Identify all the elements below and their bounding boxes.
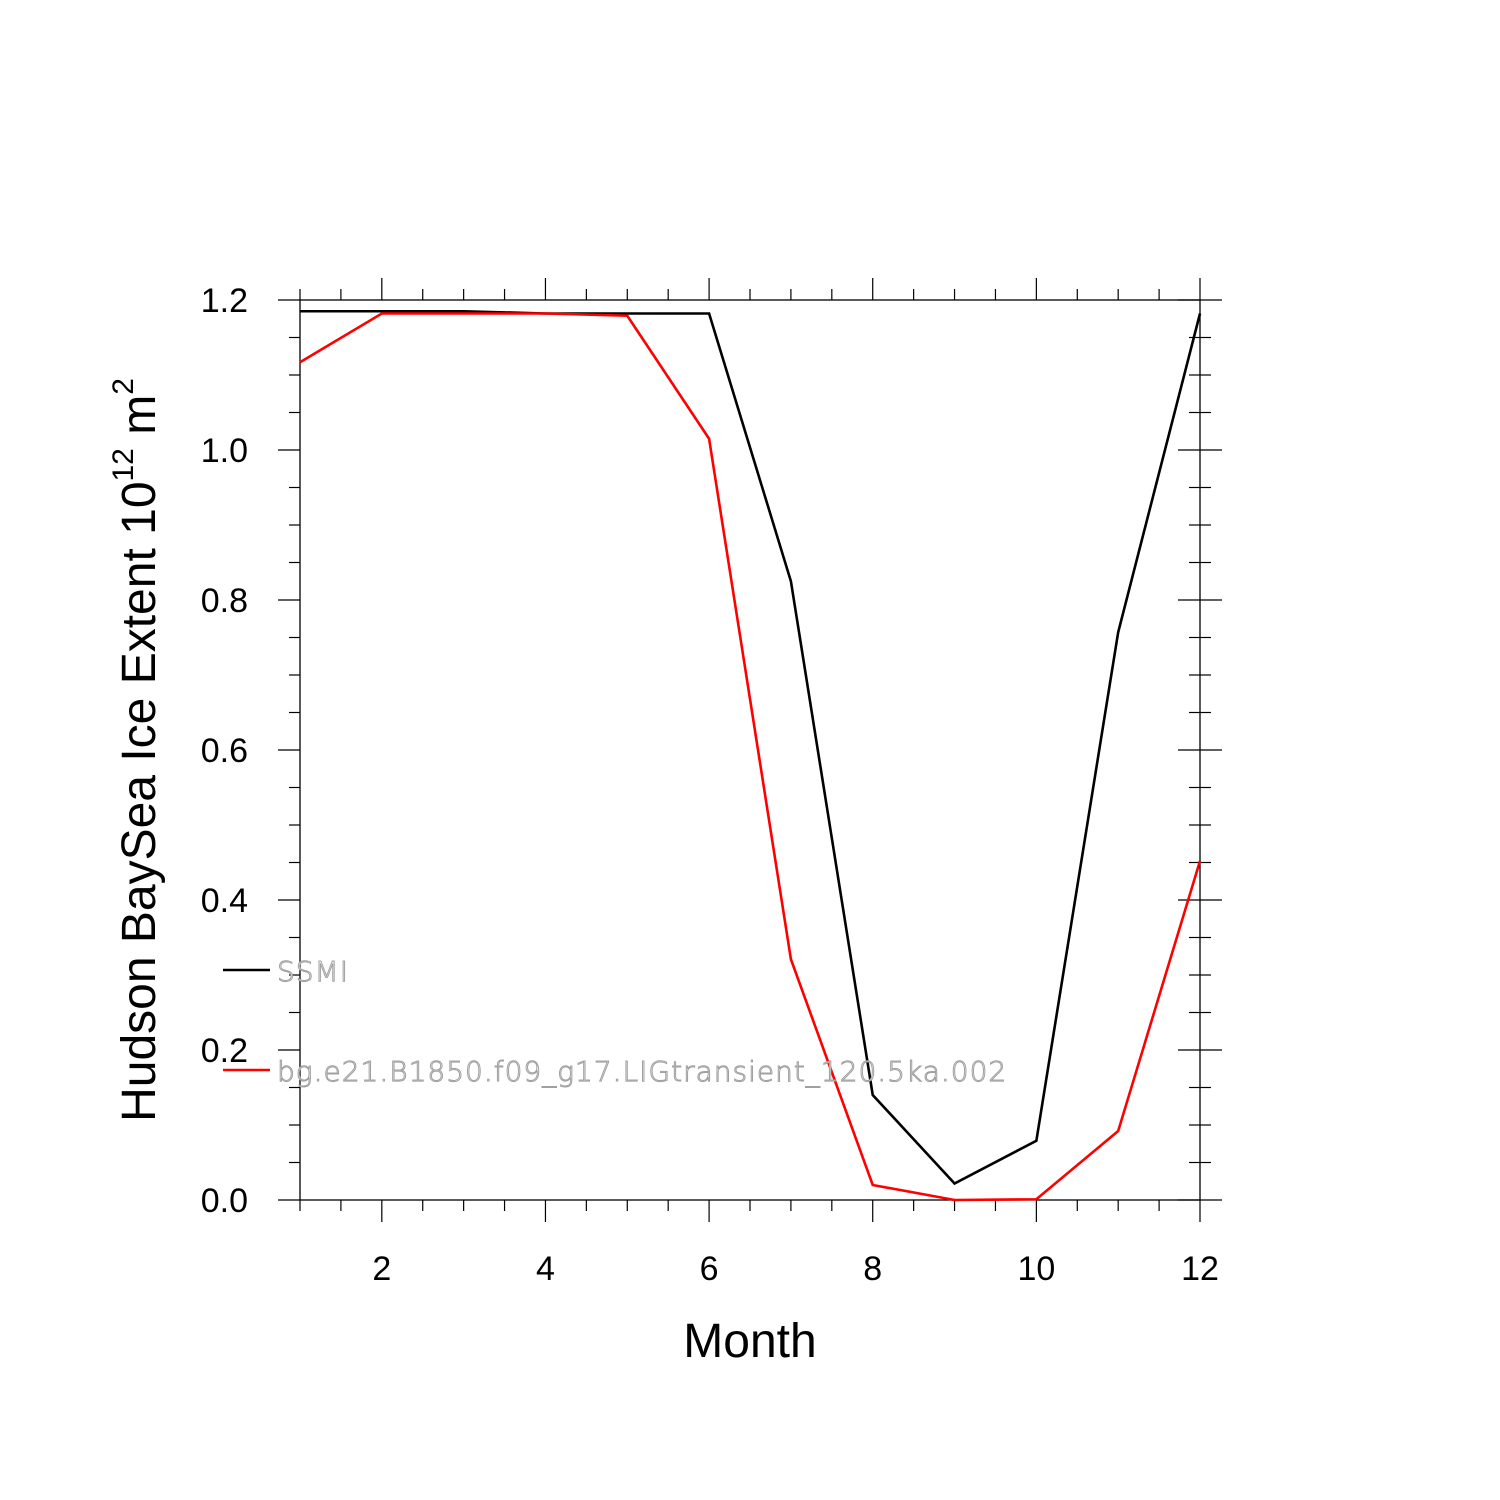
y-tick-label: 1.0 — [201, 432, 248, 470]
axis-ticks — [278, 278, 1222, 1222]
x-tick-label: 4 — [536, 1250, 555, 1288]
x-tick-label: 12 — [1181, 1250, 1219, 1288]
series-layer — [299, 309, 1202, 1202]
series-line-0 — [300, 309, 1202, 1186]
y-tick-label: 1.2 — [201, 282, 248, 320]
x-axis-title: Month — [683, 1315, 816, 1368]
x-tick-labels: 2 4 6 8 10 12 — [372, 1250, 1219, 1288]
y-tick-label: 0.4 — [201, 882, 248, 920]
plot-frame — [299, 299, 1201, 1201]
y-axis-title: Hudson BaySea Ice Extent 1012 m2 — [107, 378, 166, 1122]
x-tick-label: 6 — [700, 1250, 719, 1288]
legend-label-lig-transient: bg.e21.B1850.f09_g17.LIGtransient_120.5k… — [277, 1055, 1007, 1089]
y-tick-label: 0.2 — [201, 1032, 248, 1070]
y-tick-label: 0.8 — [201, 582, 248, 620]
legend: SSMI bg.e21.B1850.f09_g17.LIGtransient_1… — [223, 955, 1007, 1090]
x-tick-label: 8 — [863, 1250, 882, 1288]
series-line-1 — [299, 312, 1202, 1202]
y-axis-title-unit: m — [113, 395, 166, 448]
y-axis-title-unit-exponent: 2 — [107, 378, 140, 395]
y-tick-labels: 0.0 0.2 0.4 0.6 0.8 1.0 1.2 — [201, 282, 248, 1220]
y-axis-title-exponent: 12 — [107, 448, 140, 481]
legend-label-ssmi: SSMI — [277, 955, 349, 988]
y-axis-title-main: Hudson BaySea Ice Extent 10 — [113, 481, 166, 1121]
y-tick-label: 0.6 — [201, 732, 248, 770]
y-tick-label: 0.0 — [201, 1182, 248, 1220]
x-tick-label: 10 — [1017, 1250, 1055, 1288]
x-tick-label: 2 — [372, 1250, 391, 1288]
